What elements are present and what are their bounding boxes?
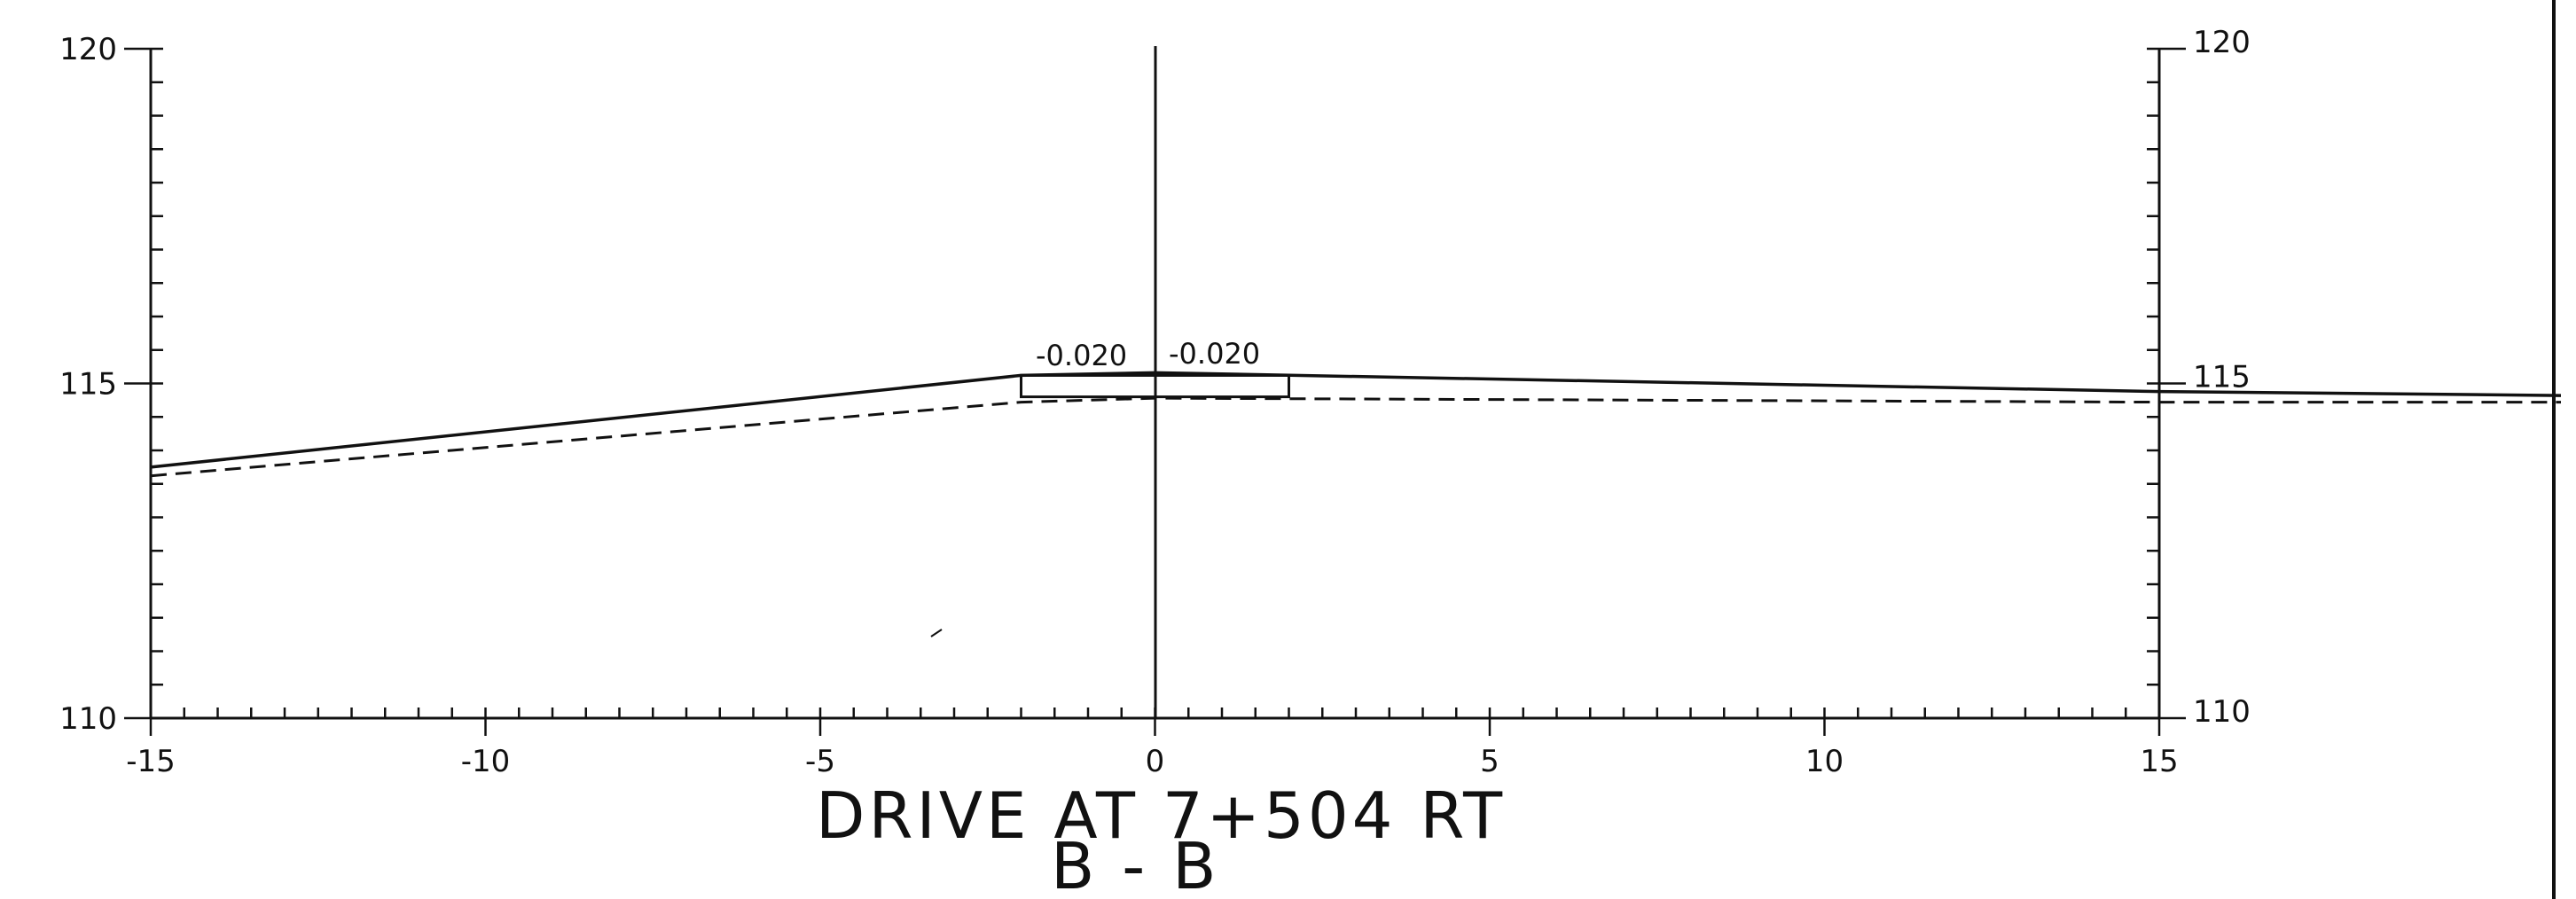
slope-label-left: -0.020 <box>1036 339 1127 372</box>
y-right-tick-label: 115 <box>2193 360 2251 395</box>
x-tick-label: -10 <box>461 744 511 779</box>
x-tick-label: 5 <box>1480 744 1499 779</box>
x-tick-label: 10 <box>1805 744 1844 779</box>
stray-mark <box>930 629 943 637</box>
y-right-tick-label: 110 <box>2193 694 2251 730</box>
existing-grade-line <box>150 396 2561 478</box>
x-tick-label: -15 <box>126 744 176 779</box>
x-tick-label: 15 <box>2140 744 2178 779</box>
drawing-title: DRIVE AT 7+504 RT <box>816 778 1506 853</box>
x-tick-label: 0 <box>1146 744 1165 779</box>
drawing-subtitle: B - B <box>1051 829 1220 899</box>
y-left-tick-label: 115 <box>59 367 117 403</box>
proposed-grade-line <box>150 371 2562 469</box>
x-tick-label: -5 <box>805 744 835 779</box>
axis-tick-labels: -15 -10 -5 0 5 10 15 110 115 120 110 115 120 <box>59 25 2251 779</box>
axis-ticks <box>124 47 2186 736</box>
y-left-tick-label: 120 <box>59 32 117 67</box>
slope-label-right: -0.020 <box>1169 337 1260 371</box>
y-left-tick-label: 110 <box>59 701 117 737</box>
y-right-tick-label: 120 <box>2193 25 2251 60</box>
pavement-section <box>1020 373 1290 399</box>
